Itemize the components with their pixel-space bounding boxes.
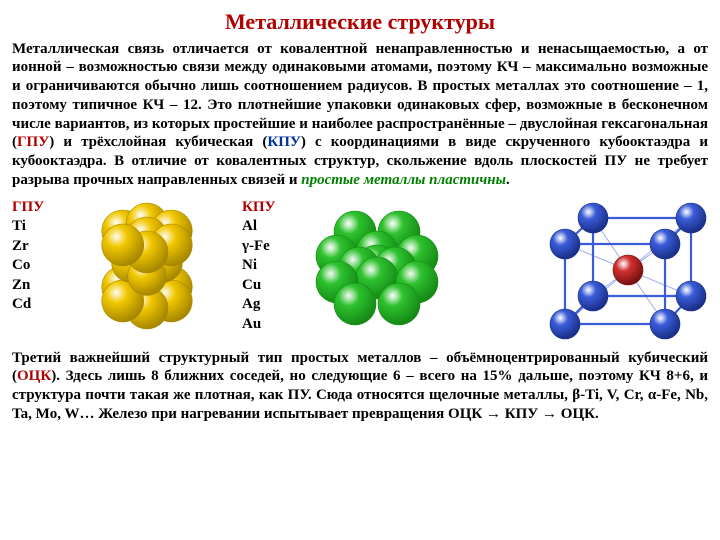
bcc-paragraph: Третий важнейший структурный тип простых… xyxy=(12,349,708,424)
kpu-item: Ni xyxy=(242,256,282,276)
bcc-svg xyxy=(523,196,708,341)
intro-paragraph: Металлическая связь отличается от ковале… xyxy=(12,40,708,190)
gpu-item: Co xyxy=(12,256,52,276)
gpu-item: Zn xyxy=(12,276,52,296)
kpu-item: Al xyxy=(242,217,282,237)
kpu-item: Cu xyxy=(242,276,282,296)
structures-row: ГПУ Ti Zr Co Zn Cd КПУ Al γ-Fe Ni Cu Ag … xyxy=(12,196,708,341)
gpu-header: ГПУ xyxy=(12,198,52,218)
gpu-svg xyxy=(62,196,232,336)
gpu-item: Zr xyxy=(12,237,52,257)
kpu-figure xyxy=(292,196,462,336)
kpu-item: γ-Fe xyxy=(242,237,282,257)
p2-otsk: ОЦК xyxy=(17,368,51,384)
gpu-figure xyxy=(62,196,232,336)
kpu-svg xyxy=(292,196,462,336)
kpu-header: КПУ xyxy=(242,198,282,218)
kpu-labels: КПУ Al γ-Fe Ni Cu Ag Au xyxy=(242,196,282,335)
p2-b: ). Здесь лишь 8 ближних соседей, но след… xyxy=(12,368,708,422)
p1-plastic: простые металлы пластичны xyxy=(301,172,506,188)
p1-b: ) и трёхслойная кубическая ( xyxy=(49,134,267,150)
gpu-item: Ti xyxy=(12,217,52,237)
p1-gpu: ГПУ xyxy=(17,134,49,150)
kpu-item: Au xyxy=(242,315,282,335)
p1-d: . xyxy=(506,172,510,188)
gpu-item: Cd xyxy=(12,295,52,315)
page-title: Металлические структуры xyxy=(12,8,708,36)
kpu-item: Ag xyxy=(242,295,282,315)
p1-kpu: КПУ xyxy=(267,134,301,150)
gpu-labels: ГПУ Ti Zr Co Zn Cd xyxy=(12,196,52,315)
bcc-figure xyxy=(523,196,708,341)
